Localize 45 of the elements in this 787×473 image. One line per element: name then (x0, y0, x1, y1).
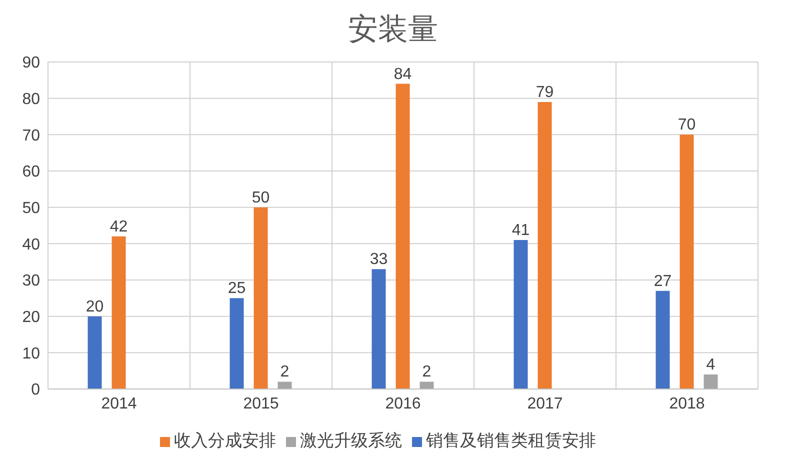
data-label: 50 (252, 189, 270, 206)
x-tick-label: 2016 (385, 395, 421, 412)
bar (514, 240, 528, 389)
data-label: 33 (370, 251, 388, 268)
x-tick-label: 2015 (243, 395, 279, 412)
data-label: 70 (678, 116, 696, 134)
bar (396, 84, 410, 389)
y-tick-label: 70 (22, 127, 40, 144)
y-tick-label: 80 (22, 91, 40, 108)
y-tick-label: 0 (31, 382, 40, 399)
data-label: 27 (654, 272, 672, 290)
bar (372, 269, 386, 389)
chart-title: 安装量 (347, 12, 439, 48)
bar (538, 102, 552, 389)
y-tick-label: 30 (22, 272, 40, 290)
bar (278, 382, 292, 389)
data-label: 4 (706, 356, 716, 374)
x-tick-label: 2014 (101, 395, 137, 412)
bar (88, 316, 102, 389)
legend-label: 收入分成安排 (174, 431, 276, 450)
data-label: 2 (280, 364, 290, 381)
data-label: 20 (86, 298, 104, 316)
y-tick-label: 50 (22, 200, 40, 218)
bar (254, 207, 268, 389)
data-label: 25 (228, 280, 246, 298)
y-tick-label: 90 (22, 54, 40, 72)
data-label: 79 (536, 84, 554, 101)
data-label: 41 (512, 222, 530, 240)
data-label: 2 (422, 364, 432, 381)
bar (680, 134, 694, 389)
y-tick-label: 40 (22, 236, 40, 254)
bar (420, 382, 434, 389)
data-label: 42 (110, 218, 128, 236)
y-tick-label: 60 (22, 164, 40, 181)
bar (656, 290, 670, 389)
x-tick-label: 2017 (527, 395, 563, 412)
data-label: 84 (394, 66, 412, 83)
x-tick-label: 2018 (669, 395, 705, 412)
y-tick-label: 10 (22, 345, 40, 362)
bar (112, 236, 126, 389)
bar (230, 298, 244, 389)
y-tick-label: 20 (22, 309, 40, 326)
bar (704, 374, 718, 389)
legend-label: 销售及销售类租赁安排 (426, 431, 596, 450)
legend-label: 激光升级系统 (300, 431, 402, 450)
